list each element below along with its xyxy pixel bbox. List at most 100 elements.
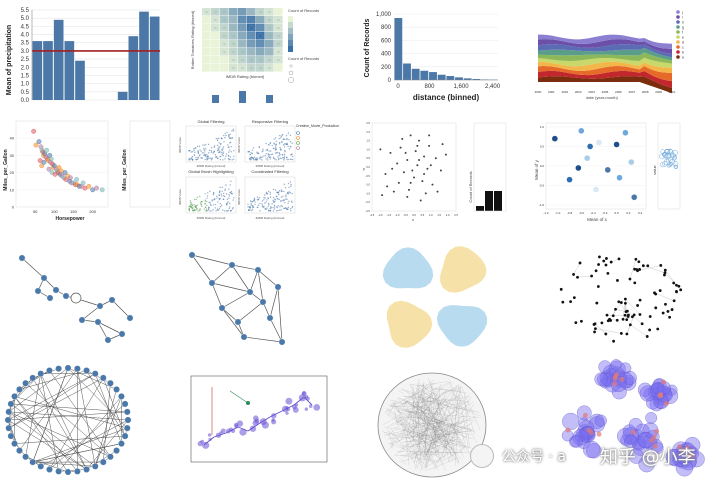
- c6-point: [219, 206, 222, 208]
- c2-heat-cell: [256, 16, 265, 24]
- c6-point: [275, 195, 278, 198]
- c6-point: [232, 206, 234, 209]
- c4-legend-swatch: [676, 55, 680, 59]
- c15-edge: [410, 430, 439, 439]
- c6-point: [268, 143, 270, 146]
- c6-point: [264, 194, 266, 196]
- c2-heat-cell: [274, 40, 283, 48]
- c12-node: [574, 321, 578, 325]
- c6-point: [229, 156, 232, 158]
- c2-heat-cell: [229, 56, 238, 64]
- c2-heat-cell: [211, 40, 220, 48]
- c15-edge: [449, 429, 472, 436]
- c12-node: [580, 319, 583, 323]
- c6-point: [192, 206, 194, 209]
- c1-ytick: 0.5: [21, 90, 30, 96]
- c2-heat-cell: [247, 24, 256, 32]
- c6-point: [210, 151, 213, 153]
- c2-heat-cell: [265, 40, 274, 48]
- c13-node: [64, 364, 72, 372]
- c2-heat-cell: [229, 8, 238, 16]
- c15-edge: [424, 407, 442, 465]
- c4-xtick: 2007: [628, 90, 635, 94]
- c6-point: [216, 156, 218, 158]
- c12-node: [561, 300, 565, 304]
- c6-point: [191, 204, 194, 207]
- c4-area-d: [538, 61, 672, 73]
- c6-point: [254, 203, 256, 206]
- c6-point: [247, 203, 249, 205]
- chart-xy-scatter-histogram: x y Count of Records -2.5 -2.0 -1.5 -1.0 -0.…: [363, 121, 507, 222]
- c6-point: [216, 197, 218, 199]
- c2-legend-title: Count of Records: [288, 8, 319, 13]
- c7-ytick: 0.0: [366, 165, 370, 169]
- c15-edge: [449, 381, 459, 407]
- c13-edge: [49, 370, 111, 457]
- c6-point: [252, 159, 255, 161]
- c6-point: [223, 134, 225, 137]
- c6-point: [204, 150, 206, 152]
- c6-point: [216, 209, 219, 211]
- c6-point: [199, 154, 201, 156]
- c14-dot: [285, 411, 289, 415]
- c6-point: [220, 204, 223, 207]
- c2-heat-cell: [274, 48, 283, 56]
- c2-heat-dot: [232, 59, 235, 61]
- c6-point: [266, 157, 269, 159]
- c8-xtick: -0.8: [567, 211, 573, 215]
- c15-edge: [410, 402, 445, 441]
- c15-edge: [427, 377, 440, 407]
- c6-point: [265, 153, 267, 155]
- c7-point: [396, 162, 399, 165]
- c1-ytick: 5.5: [21, 8, 30, 14]
- c6-point: [288, 186, 290, 189]
- c6-point: [189, 158, 192, 161]
- c12-edge: [637, 265, 661, 271]
- c15-edge: [414, 421, 469, 449]
- c12-node: [616, 279, 619, 282]
- c6-point: [222, 148, 224, 150]
- c6-xlabel-3: IMDB Rating (binned): [197, 216, 226, 220]
- c6-point: [215, 210, 217, 212]
- c12-node: [597, 263, 600, 266]
- c15-edge: [416, 416, 441, 429]
- c12-edge: [594, 323, 606, 335]
- c13-edge: [40, 373, 87, 470]
- c6-point: [206, 153, 208, 156]
- c12-node: [659, 264, 663, 267]
- c15-edge: [440, 409, 471, 456]
- c14-dot: [294, 403, 299, 407]
- c6-point: [195, 205, 197, 207]
- c2-heat-dot: [277, 19, 280, 21]
- c15-edge: [402, 379, 434, 406]
- c2-heat-dot: [267, 50, 272, 54]
- c7-ytick: 1.5: [366, 139, 370, 143]
- c13-node: [5, 424, 13, 432]
- c12-node: [624, 301, 627, 305]
- c2-heat-cell: [274, 32, 283, 40]
- c6-point: [285, 194, 287, 196]
- c15-edge: [438, 406, 450, 463]
- c6-point: [254, 159, 256, 161]
- c15-edge: [414, 419, 431, 450]
- c6-point: [288, 139, 290, 141]
- chart-bubble-cloud: [561, 359, 705, 477]
- c2-heat-cell: [247, 8, 256, 16]
- c5-point: [36, 139, 42, 145]
- c6-panel-title-4: Coordinated Filtering: [251, 169, 288, 174]
- c2-heat-cell: [220, 32, 229, 40]
- c2-heat-dot: [223, 34, 226, 38]
- c14-dot: [301, 391, 306, 395]
- c6-point: [222, 154, 224, 157]
- c2-heat-dot: [241, 67, 244, 69]
- c15-edge: [410, 384, 446, 471]
- c2-heat-dot: [223, 10, 226, 14]
- c6-point: [282, 199, 284, 202]
- c4-legend-label: d: [682, 41, 684, 45]
- c7-xtick: -2.0: [378, 213, 383, 217]
- c12-edge: [615, 309, 627, 312]
- c15-edge: [407, 452, 417, 468]
- c8-side-point: [672, 161, 679, 167]
- c6-point: [190, 202, 193, 204]
- c6-point: [277, 209, 279, 212]
